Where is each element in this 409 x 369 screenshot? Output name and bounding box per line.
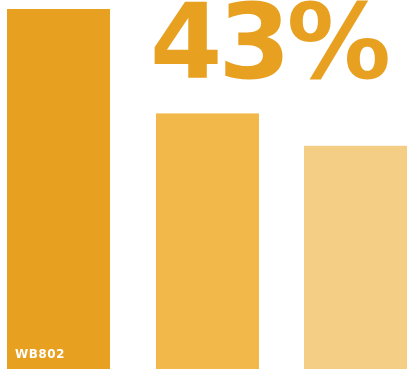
bar-label: WB802 bbox=[15, 347, 65, 361]
bar-2 bbox=[156, 113, 259, 369]
headline-percentage: 43% bbox=[150, 0, 391, 103]
bar-3 bbox=[304, 145, 407, 369]
bar-1 bbox=[7, 9, 110, 369]
